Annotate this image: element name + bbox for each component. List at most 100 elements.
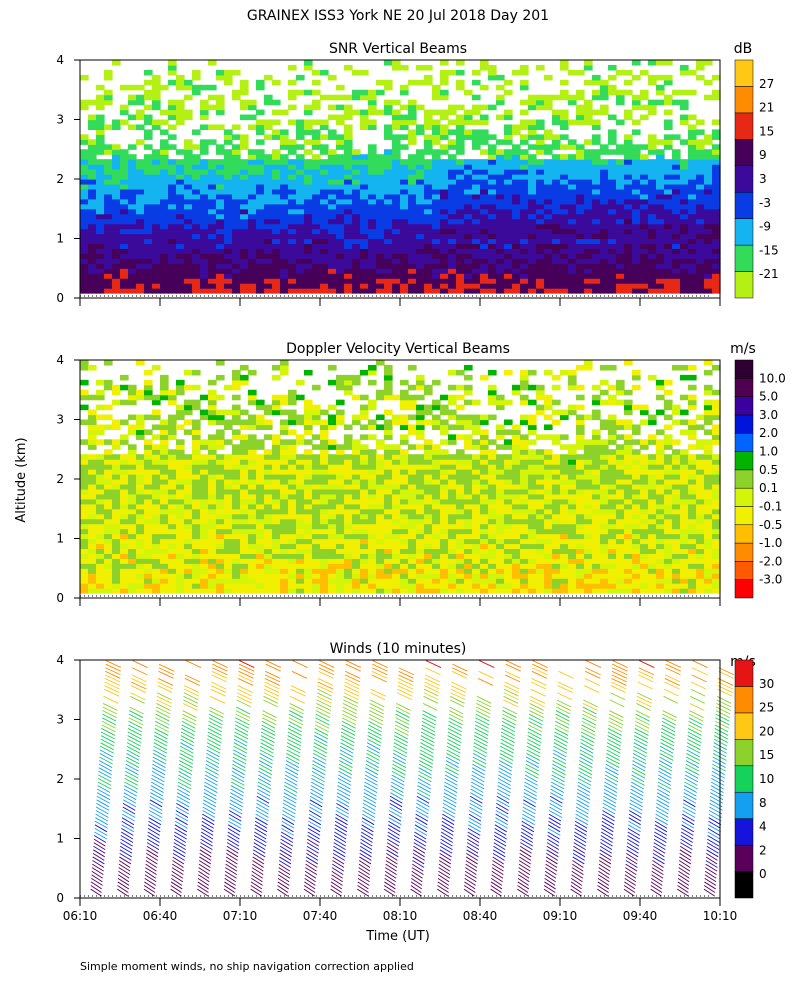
snr-cell — [296, 188, 305, 195]
snr-cell — [160, 183, 169, 190]
snr-cell — [440, 273, 449, 279]
snr-cell — [248, 188, 257, 195]
snr-cell — [344, 203, 353, 210]
snr-cell — [280, 183, 289, 190]
doppler-cell — [104, 513, 113, 520]
snr-cell — [448, 129, 457, 135]
doppler-cell — [104, 518, 113, 525]
snr-cell — [264, 164, 273, 170]
snr-cell — [224, 174, 233, 180]
doppler-cell — [408, 414, 417, 421]
snr-cell — [416, 183, 425, 190]
snr-cell — [440, 69, 449, 76]
snr-cell — [520, 124, 529, 131]
doppler-cell — [200, 409, 209, 416]
snr-cell — [400, 203, 409, 210]
doppler-cell — [336, 469, 345, 475]
doppler-cell — [184, 548, 193, 554]
snr-cell — [160, 149, 169, 155]
doppler-cell — [488, 439, 497, 445]
doppler-cell — [520, 483, 529, 490]
snr-cell — [560, 288, 569, 294]
snr-cell — [144, 233, 153, 240]
colorbar-swatch — [734, 86, 754, 114]
snr-cell — [344, 94, 353, 101]
snr-cell — [464, 243, 473, 250]
doppler-cell — [144, 578, 153, 584]
snr-cell — [400, 188, 409, 195]
snr-cell — [496, 193, 505, 200]
snr-cell — [144, 258, 153, 264]
doppler-cell — [240, 483, 249, 490]
snr-cell — [256, 183, 265, 190]
snr-cell — [448, 233, 457, 240]
snr-cell — [664, 193, 673, 200]
doppler-cell — [344, 528, 353, 535]
snr-cell — [496, 203, 505, 210]
doppler-cell — [416, 464, 425, 470]
snr-cell — [160, 278, 169, 284]
snr-cell — [520, 99, 529, 106]
doppler-cell — [320, 568, 329, 574]
doppler-cell — [160, 479, 169, 485]
snr-cell — [152, 164, 161, 170]
snr-cell — [520, 258, 529, 264]
snr-cell — [424, 258, 433, 264]
doppler-cell — [368, 563, 377, 569]
snr-cell — [696, 248, 705, 254]
snr-cell — [552, 144, 561, 150]
snr-cell — [152, 218, 161, 225]
doppler-cell — [176, 488, 185, 495]
doppler-cell — [520, 459, 529, 465]
snr-cell — [320, 164, 329, 170]
snr-cell — [504, 124, 513, 131]
doppler-cell — [440, 498, 449, 505]
snr-cell — [264, 188, 273, 195]
snr-cell — [240, 179, 249, 185]
doppler-cell — [464, 439, 473, 445]
doppler-cell — [512, 518, 521, 525]
doppler-cell — [488, 394, 497, 401]
snr-cell — [504, 149, 513, 155]
doppler-cell — [392, 419, 401, 426]
doppler-cell — [408, 573, 417, 579]
doppler-cell — [400, 523, 409, 530]
snr-cell — [264, 238, 273, 245]
snr-cell — [648, 218, 657, 225]
doppler-cell — [416, 414, 425, 421]
doppler-cell — [112, 558, 121, 564]
snr-cell — [640, 268, 649, 274]
doppler-cell — [248, 488, 257, 495]
snr-cell — [592, 288, 601, 294]
doppler-cell — [248, 424, 257, 431]
snr-cell — [152, 213, 161, 220]
snr-cell — [464, 174, 473, 180]
doppler-cell — [480, 498, 489, 505]
snr-cell — [320, 228, 329, 235]
snr-cell — [416, 198, 425, 205]
doppler-cell — [440, 543, 449, 550]
doppler-cell — [80, 479, 89, 485]
doppler-cell — [360, 409, 369, 416]
doppler-cell — [448, 434, 457, 440]
snr-cell — [504, 109, 513, 116]
doppler-cell — [408, 513, 417, 520]
snr-cell — [504, 179, 513, 185]
doppler-cell — [232, 588, 241, 594]
doppler-cell — [344, 543, 353, 550]
snr-cell — [424, 228, 433, 235]
doppler-cell — [288, 573, 297, 579]
snr-cell — [640, 283, 649, 289]
doppler-cell — [384, 444, 393, 450]
doppler-cell — [88, 434, 97, 440]
doppler-cell — [472, 469, 481, 475]
snr-cell — [232, 283, 241, 289]
snr-cell — [304, 223, 313, 230]
snr-cell — [280, 228, 289, 235]
snr-cell — [352, 278, 361, 284]
doppler-cell — [488, 518, 497, 525]
doppler-cell — [136, 434, 145, 440]
snr-cell — [680, 273, 689, 279]
snr-cell — [696, 193, 705, 200]
snr-cell — [224, 258, 233, 264]
